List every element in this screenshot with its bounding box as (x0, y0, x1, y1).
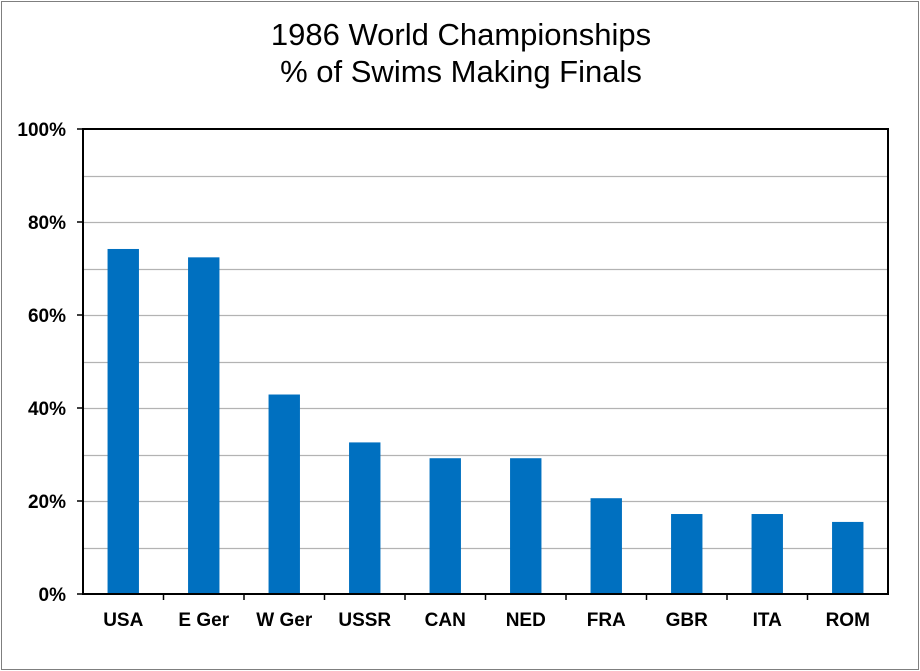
y-tick-label-80: 80% (28, 213, 66, 234)
chart-title-line-2: % of Swims Making Finals (280, 54, 642, 89)
bar-e-ger (188, 257, 220, 594)
x-tick-label-rom: ROM (826, 610, 870, 631)
bar-fra (590, 498, 622, 594)
x-tick-label-can: CAN (425, 610, 466, 631)
x-tick-label-e-ger: E Ger (178, 610, 229, 631)
bar-rom (832, 521, 864, 594)
x-tick-label-ned: NED (506, 610, 546, 631)
x-tick-label-usa: USA (103, 610, 143, 631)
bar-ned (510, 458, 542, 594)
x-tick-label-fra: FRA (587, 610, 626, 631)
x-tick-label-ussr: USSR (338, 610, 391, 631)
bar-w-ger (268, 394, 300, 594)
bar-usa (107, 248, 139, 594)
y-tick-label-20: 20% (28, 492, 66, 513)
bar-gbr (671, 514, 703, 594)
y-tick-label-60: 60% (28, 306, 66, 327)
x-tick-label-w-ger: W Ger (256, 610, 313, 631)
x-tick-label-ita: ITA (753, 610, 782, 631)
chart-title-line-1: 1986 World Championships (271, 17, 651, 52)
y-tick-label-100: 100% (17, 120, 66, 141)
bar-can (429, 458, 461, 594)
bar-ita (751, 514, 783, 594)
plot-area: 0% 20% 40% 60% 80% 100% USA E Ger W Ger USSR CAN NE… (17, 120, 889, 631)
y-tick-label-0: 0% (39, 585, 67, 606)
y-tick-label-40: 40% (28, 399, 66, 420)
bar-ussr (349, 442, 381, 594)
plot-border (82, 128, 889, 595)
x-tick-label-gbr: GBR (666, 610, 709, 631)
